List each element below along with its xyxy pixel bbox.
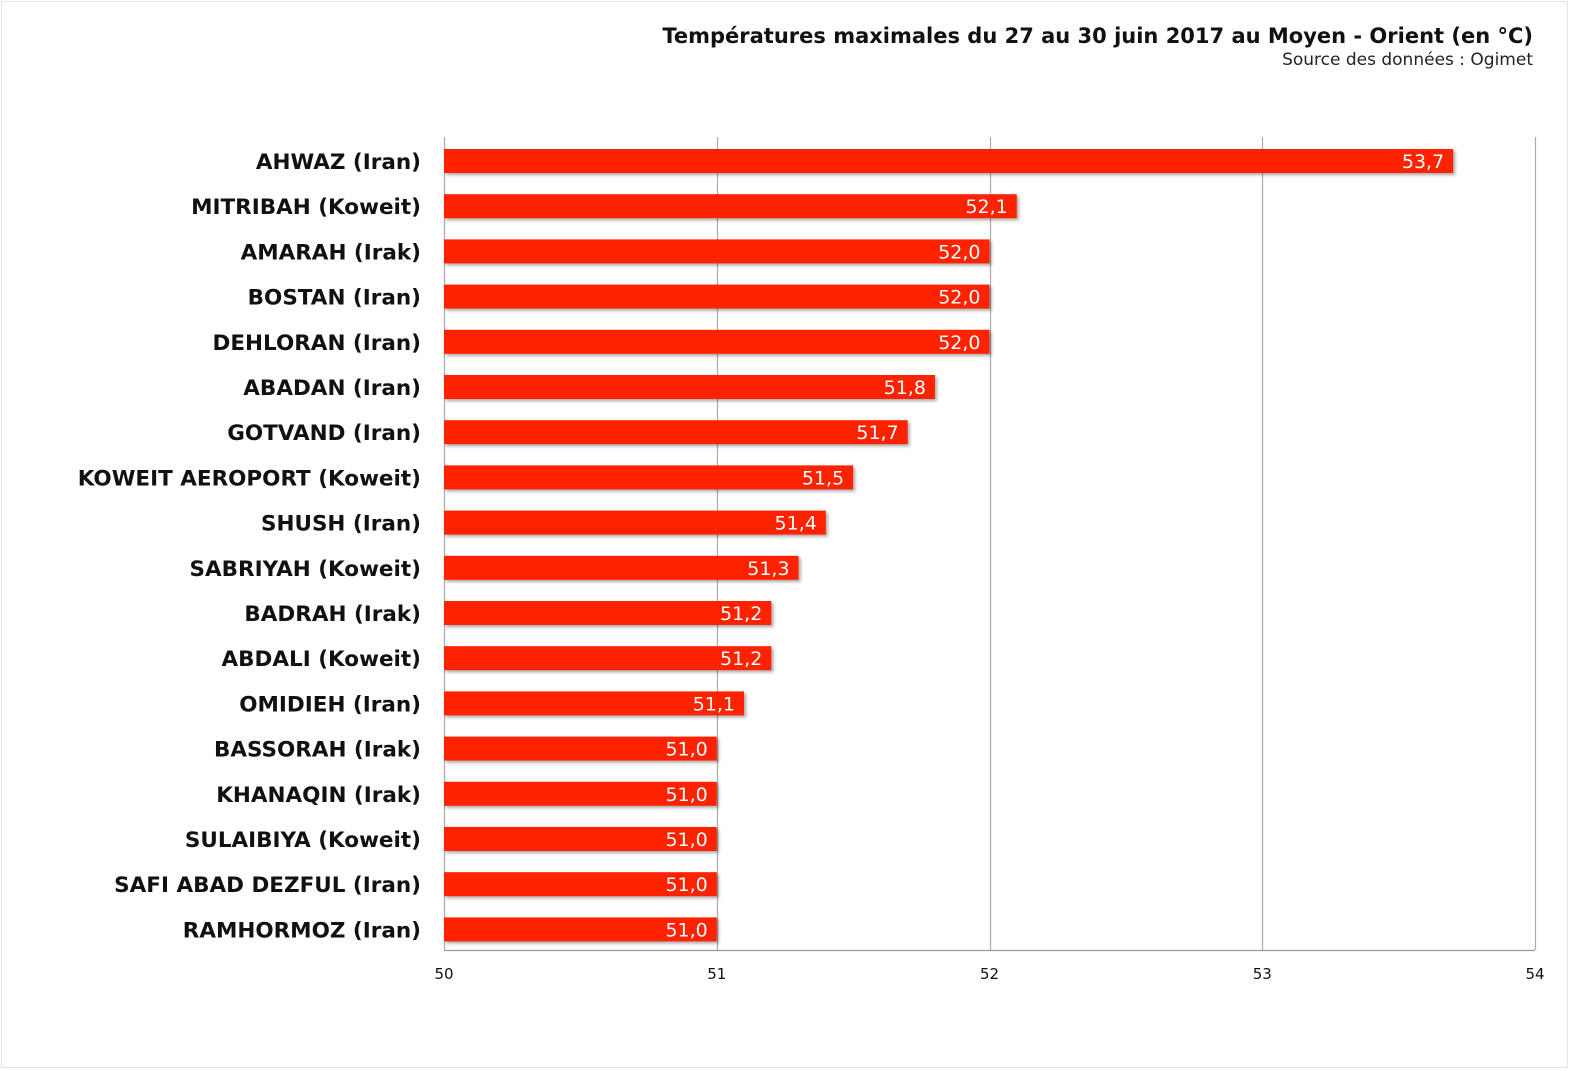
category-label-7: KOWEIT AEROPORT (Koweit) bbox=[78, 466, 421, 491]
value-label-6: 51,7 bbox=[856, 422, 898, 444]
x-tick-label-52: 52 bbox=[980, 965, 999, 983]
value-label-3: 52,0 bbox=[938, 287, 980, 309]
category-label-11: ABDALI (Koweit) bbox=[222, 647, 422, 672]
value-label-16: 51,0 bbox=[665, 874, 707, 896]
bar-10 bbox=[444, 601, 772, 625]
category-label-13: BASSORAH (Irak) bbox=[214, 738, 421, 763]
value-label-13: 51,0 bbox=[665, 739, 707, 761]
value-label-4: 52,0 bbox=[938, 332, 980, 354]
bar-17 bbox=[444, 917, 717, 942]
category-label-12: OMIDIEH (Iran) bbox=[239, 692, 421, 717]
value-label-1: 52,1 bbox=[965, 196, 1007, 218]
category-label-15: SULAIBIYA (Koweit) bbox=[185, 828, 421, 853]
category-label-0: AHWAZ (Iran) bbox=[256, 150, 421, 175]
bar-11 bbox=[444, 646, 772, 671]
category-label-10: BADRAH (Irak) bbox=[244, 602, 421, 627]
category-label-4: DEHLORAN (Iran) bbox=[213, 331, 421, 356]
value-label-7: 51,5 bbox=[802, 467, 844, 489]
chart-subtitle: Source des données : Ogimet bbox=[1282, 50, 1533, 70]
bar-4 bbox=[444, 329, 990, 354]
bar-14 bbox=[444, 781, 717, 806]
category-label-17: RAMHORMOZ (Iran) bbox=[183, 918, 421, 943]
bar-1 bbox=[444, 194, 1017, 219]
bar-6 bbox=[444, 420, 908, 445]
x-tick-label-53: 53 bbox=[1253, 965, 1272, 983]
bar-0 bbox=[444, 149, 1454, 173]
value-label-14: 51,0 bbox=[665, 784, 707, 806]
category-label-2: AMARAH (Irak) bbox=[241, 240, 421, 265]
category-label-16: SAFI ABAD DEZFUL (Iran) bbox=[114, 873, 421, 898]
value-label-17: 51,0 bbox=[665, 919, 707, 941]
category-label-9: SABRIYAH (Koweit) bbox=[190, 557, 422, 582]
value-label-9: 51,3 bbox=[747, 558, 789, 580]
category-label-14: KHANAQIN (Irak) bbox=[216, 783, 421, 808]
x-tick-label-51: 51 bbox=[707, 965, 726, 983]
category-label-3: BOSTAN (Iran) bbox=[248, 286, 421, 311]
category-label-1: MITRIBAH (Koweit) bbox=[191, 195, 421, 220]
x-tick-label-50: 50 bbox=[434, 965, 453, 983]
value-label-0: 53,7 bbox=[1402, 151, 1444, 173]
value-label-8: 51,4 bbox=[775, 513, 817, 535]
bar-12 bbox=[444, 691, 745, 716]
value-label-2: 52,0 bbox=[938, 241, 980, 263]
bar-13 bbox=[444, 736, 717, 761]
x-tick-label-54: 54 bbox=[1525, 965, 1544, 983]
category-label-6: GOTVAND (Iran) bbox=[227, 421, 421, 446]
category-label-5: ABADAN (Iran) bbox=[243, 376, 421, 401]
value-label-5: 51,8 bbox=[884, 377, 926, 399]
bar-2 bbox=[444, 239, 990, 264]
chart-title: Températures maximales du 27 au 30 juin … bbox=[662, 24, 1533, 48]
value-label-15: 51,0 bbox=[665, 829, 707, 851]
bar-16 bbox=[444, 872, 717, 897]
bar-5 bbox=[444, 375, 935, 399]
value-label-12: 51,1 bbox=[693, 693, 735, 715]
category-label-8: SHUSH (Iran) bbox=[261, 512, 421, 537]
bar-9 bbox=[444, 555, 799, 580]
bar-7 bbox=[444, 465, 854, 490]
bar-8 bbox=[444, 510, 826, 535]
bar-3 bbox=[444, 284, 990, 309]
value-label-11: 51,2 bbox=[720, 648, 762, 670]
value-label-10: 51,2 bbox=[720, 603, 762, 625]
bar-15 bbox=[444, 827, 717, 851]
